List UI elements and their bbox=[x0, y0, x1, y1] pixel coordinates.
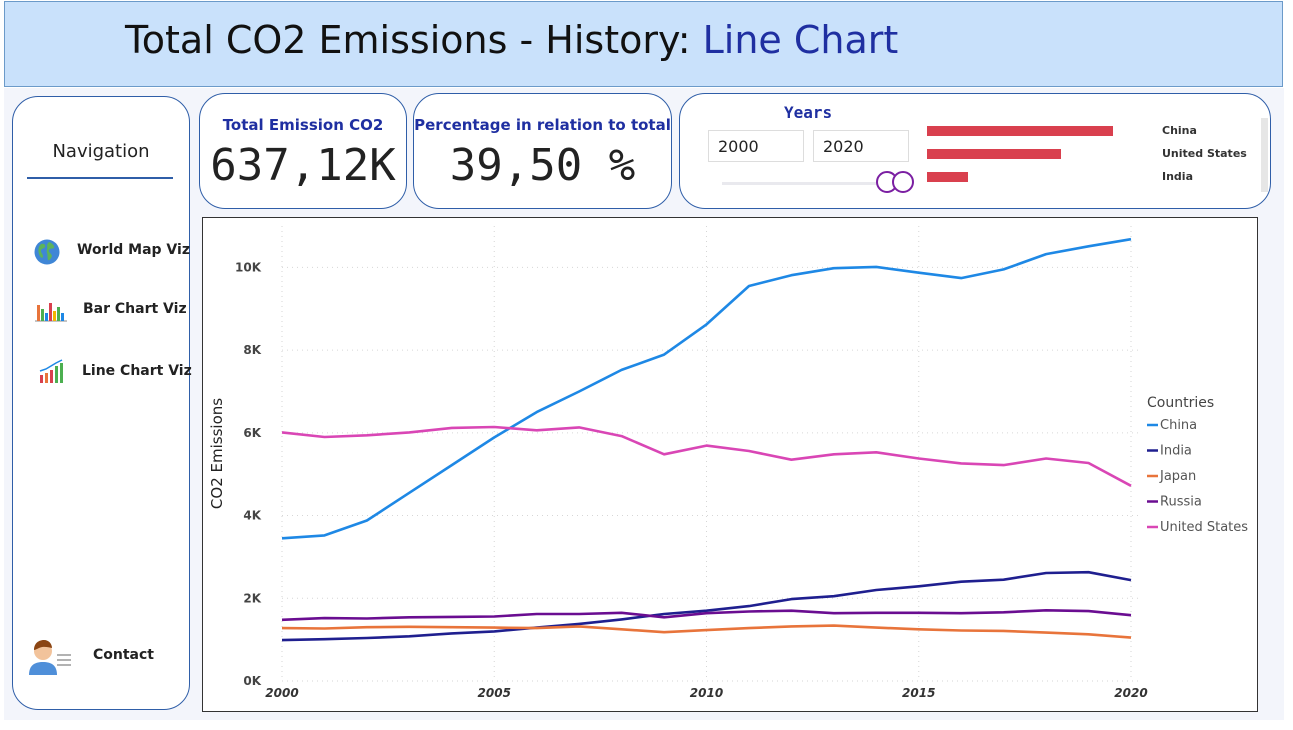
y-tick-label: 6K bbox=[243, 426, 261, 440]
page-header: Total CO2 Emissions - History: Line Char… bbox=[4, 1, 1283, 87]
line-chart-visual: 0K 2K 4K 6K 8K 10K 2000 2005 2010 2015 2020 CO2 Emi… bbox=[202, 217, 1258, 712]
y-tick-label: 0K bbox=[243, 674, 261, 688]
series-line-russia bbox=[281, 608, 1132, 622]
kpi-label: Total Emission CO2 bbox=[222, 116, 384, 134]
years-slicer-title: Years bbox=[784, 103, 833, 122]
kpi-card-percentage: Percentage in relation to total 39,50 % bbox=[413, 93, 672, 209]
nav-item-world-map[interactable]: World Map Viz bbox=[13, 234, 190, 268]
page-title: Total CO2 Emissions - History: Line Char… bbox=[125, 18, 898, 62]
nav-item-line-chart[interactable]: Line Chart Viz bbox=[13, 355, 192, 389]
mini-bar-united-states[interactable] bbox=[927, 149, 1061, 159]
kpi-value: 39,50 % bbox=[449, 140, 636, 191]
x-tick-label: 2010 bbox=[690, 686, 723, 700]
year-to-input[interactable]: 2020 bbox=[813, 130, 909, 162]
line-chart-icon bbox=[37, 359, 65, 385]
mini-bar-india[interactable] bbox=[927, 172, 968, 182]
legend-entry: Japan bbox=[1159, 469, 1196, 484]
year-slider-end-handle[interactable] bbox=[892, 171, 914, 193]
kpi-value: 637,12K bbox=[210, 140, 396, 191]
bar-chart-icon bbox=[33, 297, 67, 323]
y-tick-label: 4K bbox=[243, 509, 261, 523]
x-tick-label: 2020 bbox=[1114, 686, 1147, 700]
x-tick-label: 2000 bbox=[265, 686, 298, 700]
contact-person-icon bbox=[27, 637, 73, 677]
y-tick-label: 8K bbox=[243, 343, 261, 357]
navigation-divider bbox=[27, 177, 173, 179]
page-title-prefix: Total CO2 Emissions - History: bbox=[125, 18, 691, 62]
series-line-india bbox=[281, 570, 1132, 642]
year-filter-panel: Years 2000 2020 China United States India bbox=[679, 93, 1271, 209]
nav-item-bar-chart-label: Bar Chart Viz bbox=[83, 301, 187, 317]
nav-item-contact[interactable]: Contact bbox=[13, 637, 189, 677]
nav-item-world-map-label: World Map Viz bbox=[77, 242, 190, 258]
y-tick-label: 10K bbox=[235, 260, 262, 274]
mini-bar-label: China bbox=[1162, 124, 1197, 137]
mini-chart-scrollbar[interactable] bbox=[1261, 118, 1268, 192]
y-tick-label: 2K bbox=[243, 591, 261, 605]
series-line-united-states bbox=[281, 425, 1132, 487]
globe-icon bbox=[33, 238, 61, 265]
page-title-accent: Line Chart bbox=[702, 18, 899, 62]
kpi-label: Percentage in relation to total bbox=[414, 116, 671, 134]
mini-bar-label: India bbox=[1162, 170, 1193, 183]
y-axis-title: CO2 Emissions bbox=[208, 398, 226, 509]
series-line-china bbox=[281, 237, 1132, 540]
nav-item-contact-label: Contact bbox=[93, 647, 154, 663]
legend-entry: Russia bbox=[1160, 495, 1202, 510]
series-line-japan bbox=[281, 624, 1132, 639]
line-chart-svg: 0K 2K 4K 6K 8K 10K 2000 2005 2010 2015 2020 CO2 Emi… bbox=[208, 226, 1248, 700]
legend-entry: China bbox=[1160, 418, 1197, 433]
mini-bar-china[interactable] bbox=[927, 126, 1113, 136]
kpi-card-total-emission: Total Emission CO2 637,12K bbox=[199, 93, 407, 209]
navigation-title: Navigation bbox=[52, 141, 150, 162]
nav-item-bar-chart[interactable]: Bar Chart Viz bbox=[13, 293, 189, 327]
year-slider-track[interactable] bbox=[722, 182, 894, 185]
mini-bar-label: United States bbox=[1162, 147, 1247, 160]
legend-entry: United States bbox=[1160, 520, 1248, 535]
legend-title: Countries bbox=[1147, 395, 1214, 411]
year-from-input[interactable]: 2000 bbox=[708, 130, 804, 162]
legend-entry: India bbox=[1160, 444, 1192, 459]
x-tick-label: 2015 bbox=[902, 686, 935, 700]
x-tick-label: 2005 bbox=[478, 686, 511, 700]
navigation-panel: Navigation World Map Viz Bar Ch bbox=[12, 96, 192, 710]
nav-item-line-chart-label: Line Chart Viz bbox=[82, 363, 192, 379]
